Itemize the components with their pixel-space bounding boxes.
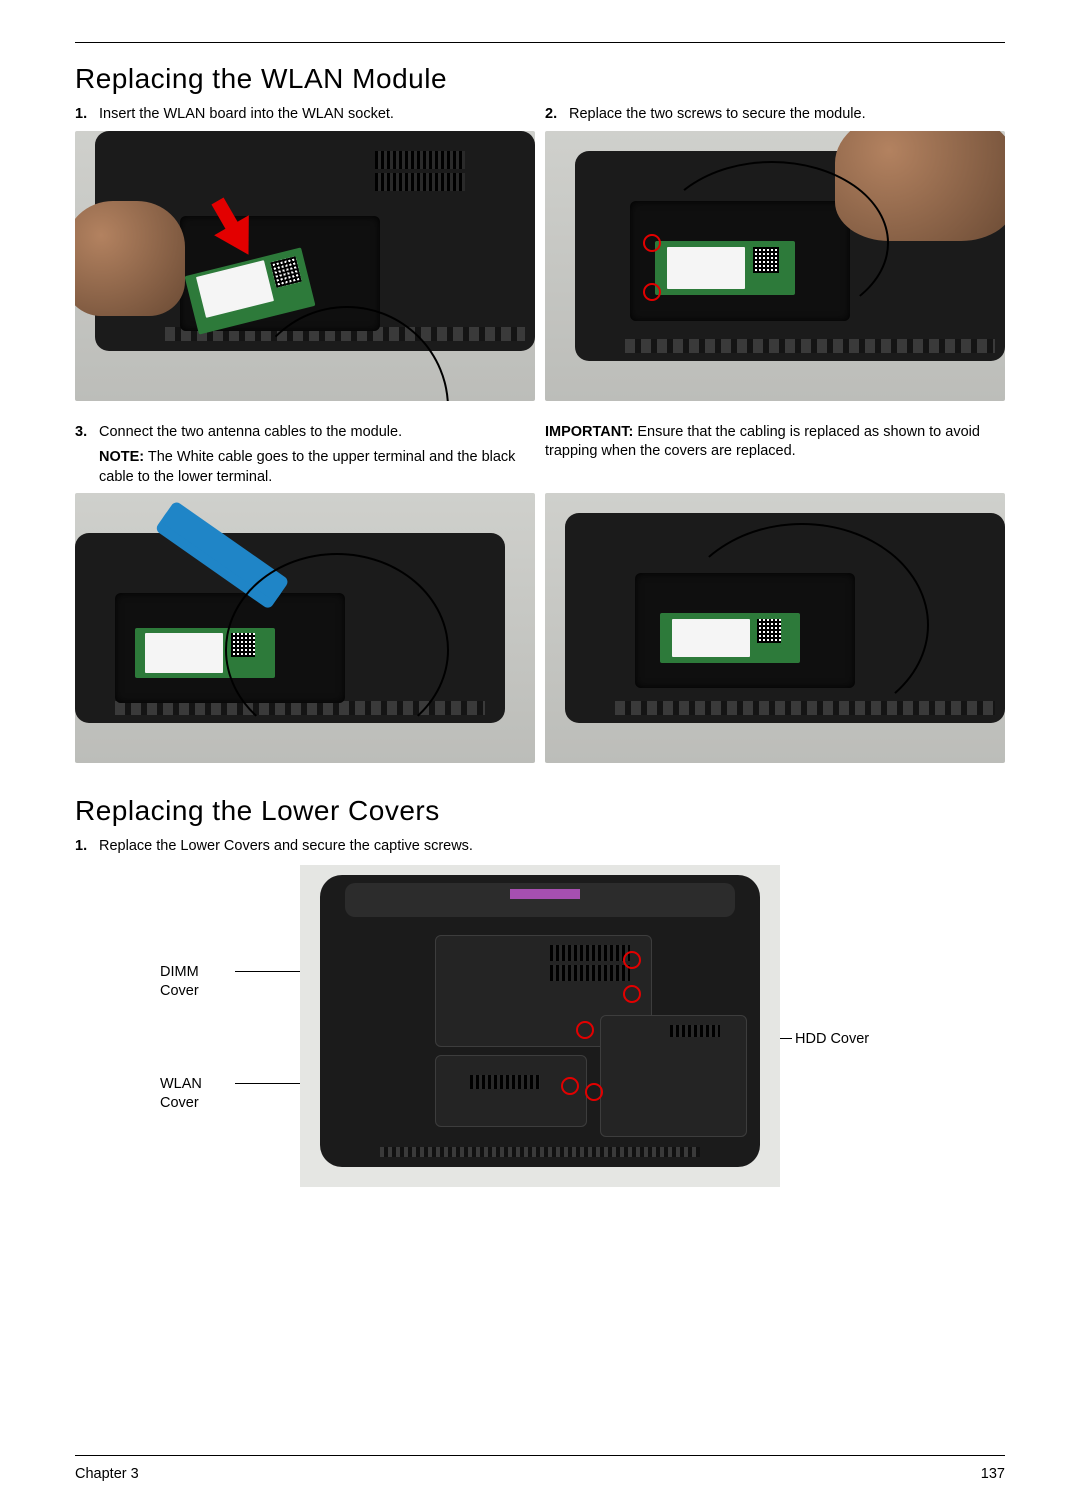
row2-col-left: 3. Connect the two antenna cables to the…: [75, 423, 535, 488]
label-hdd: HDD Cover: [795, 1030, 875, 1049]
footer-chapter: Chapter 3: [75, 1466, 139, 1482]
step2-num: 2.: [545, 105, 563, 125]
figure-secure-screws: [545, 131, 1005, 401]
label-wlan: WLAN Cover: [160, 1075, 240, 1113]
figure-cable-routed: [545, 493, 1005, 763]
step2: 2. Replace the two screws to secure the …: [545, 105, 1005, 125]
section2-title: Replacing the Lower Covers: [75, 795, 1005, 827]
row2: 3. Connect the two antenna cables to the…: [75, 423, 1005, 488]
row2-figs: [75, 493, 1005, 763]
s2-step1-text: Replace the Lower Covers and secure the …: [99, 837, 1005, 857]
figure-insert-wlan: [75, 131, 535, 401]
step3-num: 3.: [75, 423, 93, 443]
figure-lower-covers-wrap: DIMM Cover WLAN Cover HDD Cover: [190, 865, 890, 1195]
step2-text: Replace the two screws to secure the mod…: [569, 105, 1005, 125]
rule-top: [75, 42, 1005, 43]
footer-page: 137: [981, 1466, 1005, 1482]
step3-text: Connect the two antenna cables to the mo…: [99, 423, 535, 443]
step1-text: Insert the WLAN board into the WLAN sock…: [99, 105, 535, 125]
note-prefix: NOTE:: [99, 449, 144, 465]
row2-fig-left: [75, 493, 535, 763]
rule-bottom: [75, 1455, 1005, 1456]
note-text: The White cable goes to the upper termin…: [99, 449, 515, 485]
important-block: IMPORTANT: Ensure that the cabling is re…: [545, 423, 1005, 462]
step1-num: 1.: [75, 105, 93, 125]
row1-col-left: 1. Insert the WLAN board into the WLAN s…: [75, 105, 535, 401]
s2-step1-num: 1.: [75, 837, 93, 857]
figure-connect-antenna: [75, 493, 535, 763]
document-page: Replacing the WLAN Module 1. Insert the …: [0, 0, 1080, 1512]
important-prefix: IMPORTANT:: [545, 424, 633, 440]
row1: 1. Insert the WLAN board into the WLAN s…: [75, 105, 1005, 401]
row2-col-right: IMPORTANT: Ensure that the cabling is re…: [545, 423, 1005, 488]
section1-title: Replacing the WLAN Module: [75, 63, 1005, 95]
page-footer: Chapter 3 137: [75, 1466, 1005, 1482]
row2-fig-right: [545, 493, 1005, 763]
step3: 3. Connect the two antenna cables to the…: [75, 423, 535, 443]
step3-note: NOTE: The White cable goes to the upper …: [99, 448, 535, 487]
figure-lower-covers: [300, 865, 780, 1187]
step1: 1. Insert the WLAN board into the WLAN s…: [75, 105, 535, 125]
label-dimm: DIMM Cover: [160, 963, 240, 1001]
section2-step1: 1. Replace the Lower Covers and secure t…: [75, 837, 1005, 857]
row1-col-right: 2. Replace the two screws to secure the …: [545, 105, 1005, 401]
